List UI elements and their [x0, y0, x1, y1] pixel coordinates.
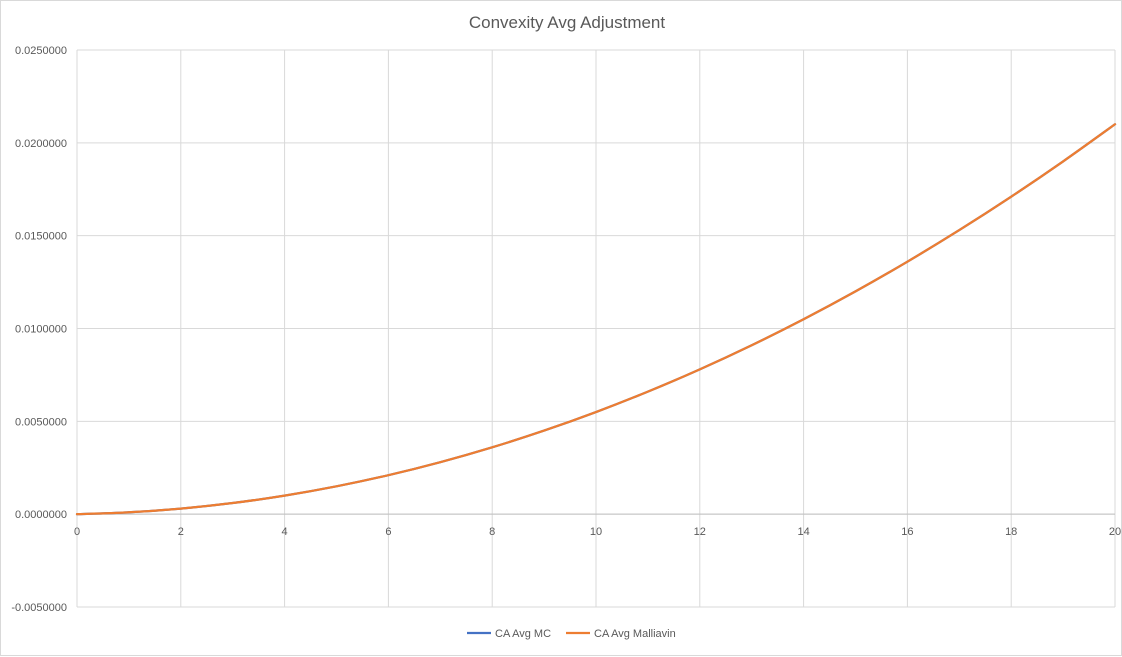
x-tick-label: 10 [590, 526, 602, 538]
legend-label: CA Avg Malliavin [594, 628, 676, 640]
x-tick-label: 8 [489, 526, 495, 538]
x-tick-label: 12 [694, 526, 706, 538]
legend-label: CA Avg MC [495, 628, 551, 640]
x-tick-label: 4 [282, 526, 288, 538]
series-lines [75, 123, 1117, 516]
axes: -0.0050000 0.0000000 0.0050000 0.0100000 0.0… [11, 45, 1121, 614]
x-tick-label: 18 [1005, 526, 1017, 538]
y-tick-label: -0.0050000 [11, 602, 67, 614]
y-tick-label: 0.0000000 [15, 509, 67, 521]
y-tick-label: 0.0050000 [15, 416, 67, 428]
y-tick-label: 0.0250000 [15, 45, 67, 57]
x-tick-label: 20 [1109, 526, 1121, 538]
series-line-ca-avg-malliavin [75, 123, 1117, 516]
x-tick-label: 16 [901, 526, 913, 538]
x-tick-label: 14 [797, 526, 809, 538]
legend: CA Avg MC CA Avg Malliavin [467, 628, 676, 640]
grid-lines [76, 49, 1116, 608]
y-tick-label: 0.0100000 [15, 324, 67, 336]
y-tick-label: 0.0150000 [15, 231, 67, 243]
y-tick-label: 0.0200000 [15, 138, 67, 150]
x-tick-label: 0 [74, 526, 80, 538]
x-tick-label: 2 [178, 526, 184, 538]
chart-title: Convexity Avg Adjustment [469, 13, 666, 32]
x-tick-label: 6 [385, 526, 391, 538]
